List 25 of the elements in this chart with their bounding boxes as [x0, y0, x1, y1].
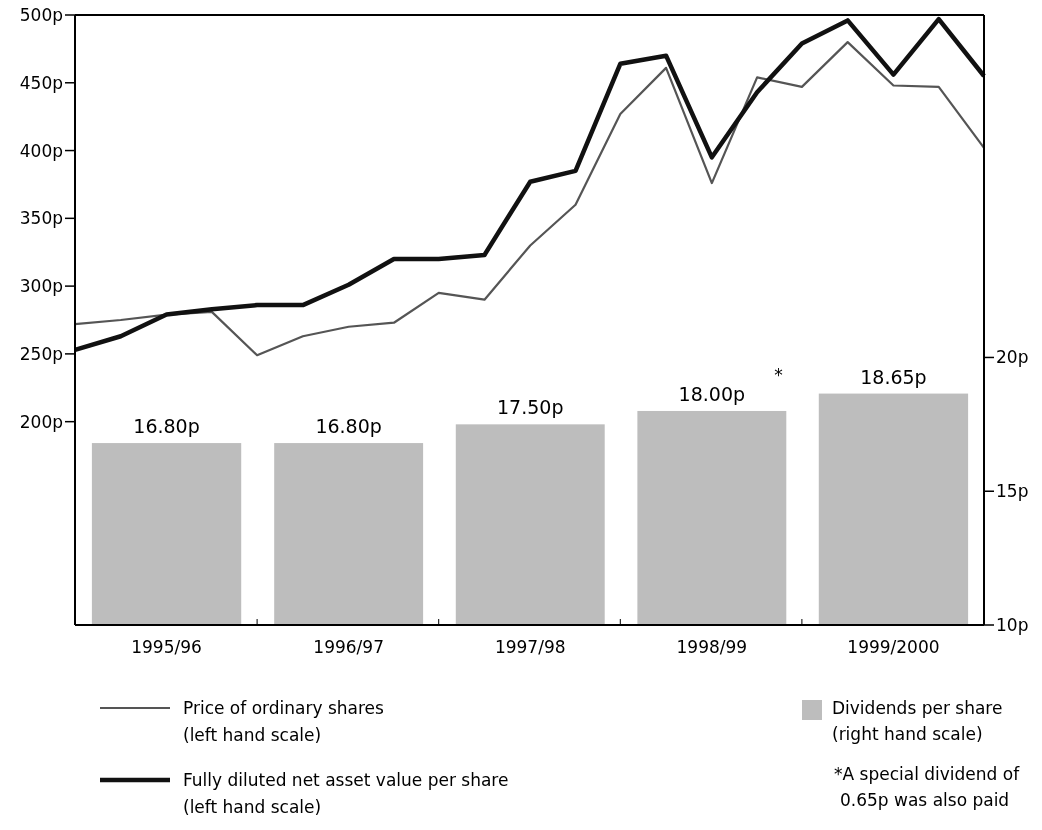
y-tick-label: 250p [19, 343, 63, 364]
y2-tick-label: 10p [996, 614, 1029, 635]
x-tick-label: 1996/97 [313, 637, 384, 657]
y-tick-label: 450p [19, 72, 63, 93]
y-tick-label: 500p [19, 4, 63, 25]
x-tick-label: 1997/98 [494, 637, 566, 657]
x-tick-label: 1995/96 [131, 637, 202, 657]
y-tick-label: 200p [19, 411, 63, 432]
data-label: 16.80p [315, 415, 382, 438]
text: *A special dividend of 0.65p was also paid [834, 764, 1021, 810]
annotation: * [774, 364, 783, 385]
x-tick-label: 1999/2000 [847, 637, 940, 657]
y-tick-label: 350p [19, 208, 63, 229]
legend-label: Price of ordinary shares (left hand scale) [183, 698, 385, 745]
legend-label: Fully diluted net asset value per share (left hand scale) [183, 770, 509, 817]
y-tick-label: 300p [19, 276, 63, 297]
data-label: 16.80p [133, 415, 200, 438]
y2-tick-label: 15p [996, 481, 1029, 502]
data-label: 18.65p [860, 365, 927, 388]
y2-tick-label: 20p [996, 347, 1029, 368]
legend-label: Dividends per share (right hand scale) [832, 698, 1003, 744]
data-label: 17.50p [497, 396, 564, 419]
y-tick-label: 400p [19, 140, 63, 161]
data-label: 18.00p [678, 382, 746, 405]
x-tick-label: 1998/99 [676, 637, 748, 657]
